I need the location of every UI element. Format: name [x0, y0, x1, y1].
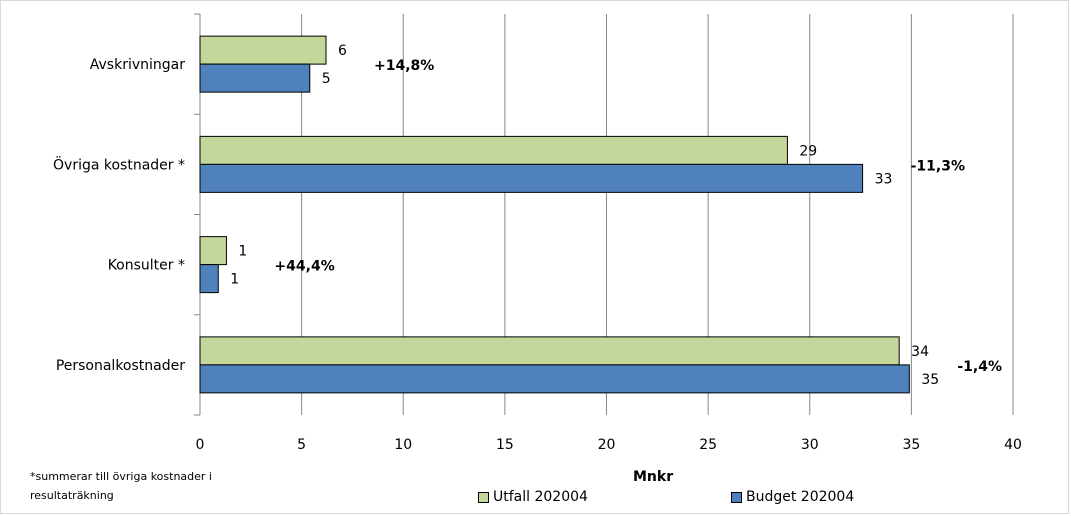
data-label-budget-1: 33: [875, 171, 893, 187]
x-tick-label-5: 5: [297, 437, 306, 453]
footnote: *summerar till övriga kostnader i result…: [30, 467, 290, 505]
footnote-line-2: resultaträkning: [30, 489, 114, 502]
bar-utfall-0: [199, 35, 327, 65]
x-tick-label-15: 15: [496, 437, 514, 453]
change-label-1: -11,3%: [911, 158, 965, 174]
change-label-3: -1,4%: [957, 359, 1002, 375]
x-tick-label-25: 25: [699, 437, 717, 453]
legend-item-utfall: Utfall 202004: [478, 489, 588, 505]
data-label-utfall-3: 34: [911, 344, 929, 360]
legend-swatch-budget: [731, 491, 742, 503]
data-label-utfall-0: 6: [338, 43, 347, 59]
change-label-0: +14,8%: [374, 58, 434, 74]
data-label-budget-0: 5: [322, 71, 331, 87]
category-label-0: Avskrivningar: [90, 57, 185, 73]
legend-swatch-utfall: [478, 491, 489, 503]
category-label-1: Övriga kostnader *: [53, 155, 185, 173]
category-label-3: Personalkostnader: [56, 358, 185, 374]
data-label-utfall-2: 1: [238, 244, 247, 260]
bar-budget-1: [199, 163, 864, 193]
legend-label-utfall: Utfall 202004: [493, 489, 588, 505]
bar-utfall-2: [199, 236, 227, 266]
footnote-line-1: *summerar till övriga kostnader i: [30, 470, 212, 483]
data-label-utfall-1: 29: [799, 143, 817, 159]
x-tick-label-35: 35: [902, 437, 920, 453]
bar-utfall-3: [199, 336, 900, 366]
legend-label-budget: Budget 202004: [746, 489, 855, 505]
bar-budget-2: [199, 264, 219, 294]
bar-budget-3: [199, 364, 910, 394]
x-tick-label-20: 20: [598, 437, 616, 453]
x-tick-label-0: 0: [196, 437, 205, 453]
category-label-2: Konsulter *: [108, 258, 185, 274]
bar-utfall-1: [199, 135, 788, 165]
change-label-2: +44,4%: [274, 259, 334, 275]
x-tick-label-40: 40: [1004, 437, 1022, 453]
data-label-budget-3: 35: [921, 372, 939, 388]
x-tick-label-30: 30: [801, 437, 819, 453]
legend-item-budget: Budget 202004: [731, 489, 854, 505]
bar-budget-0: [199, 63, 311, 93]
x-tick-label-10: 10: [394, 437, 412, 453]
data-label-budget-2: 1: [230, 272, 239, 288]
x-axis-title: Mnkr: [633, 469, 674, 485]
